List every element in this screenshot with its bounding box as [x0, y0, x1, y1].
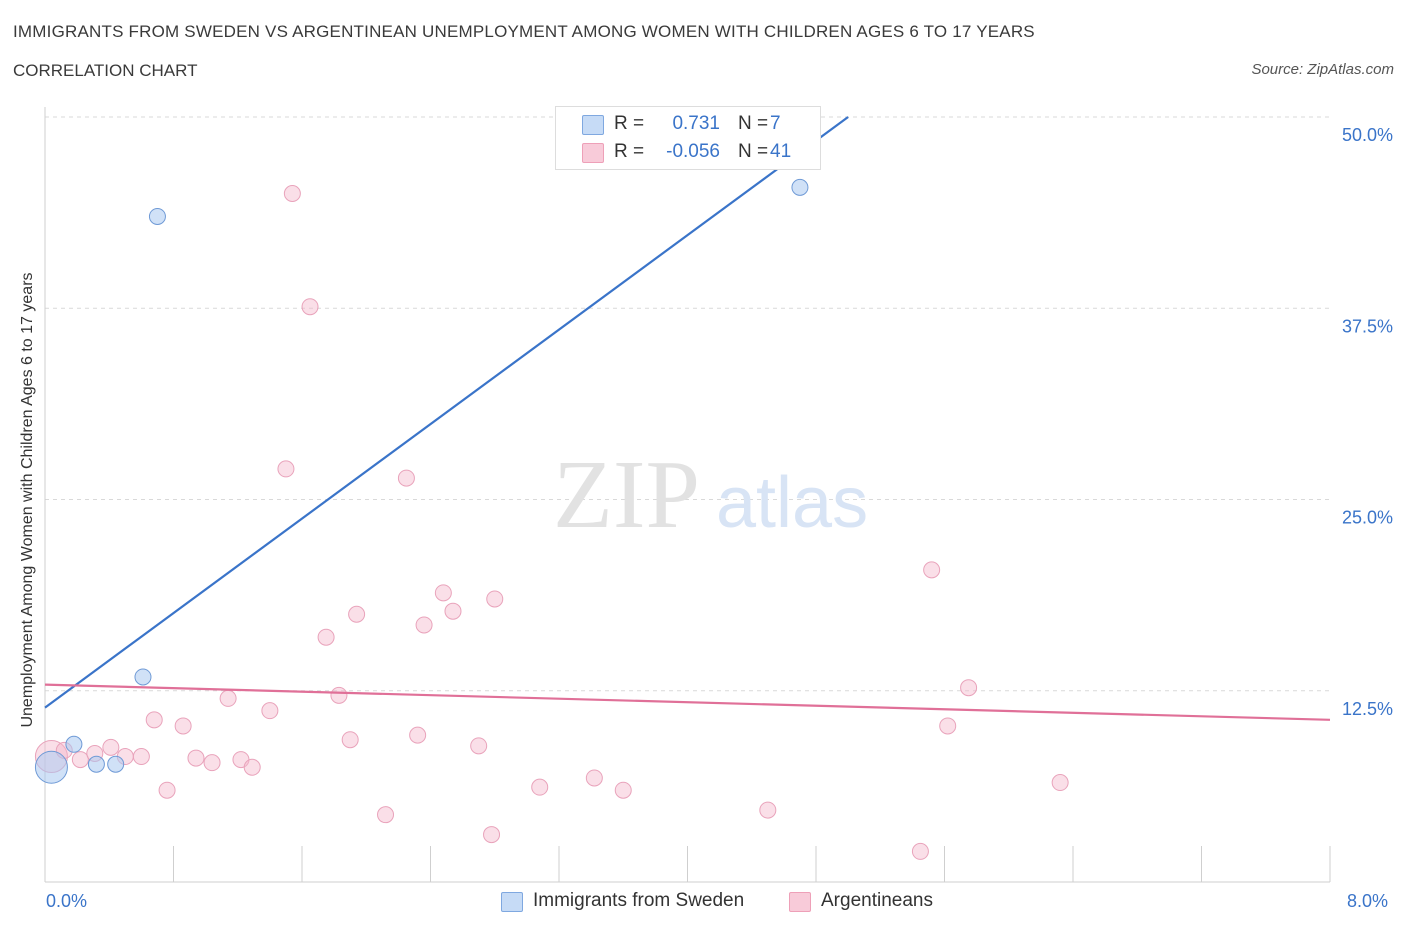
- legend-label-argentineans: Argentineans: [821, 890, 933, 911]
- argentinean-point: [187, 749, 205, 767]
- axes: [44, 107, 1331, 883]
- legend-row-argentineans: R = -0.056 N = 41: [556, 139, 820, 165]
- chart-title: IMMIGRANTS FROM SWEDEN VS ARGENTINEAN UN…: [13, 22, 1035, 41]
- argentinean-point: [301, 298, 319, 316]
- y-tick-labels: 12.5% 25.0% 37.5% 50.0%: [1342, 125, 1393, 719]
- argentinean-point: [317, 628, 335, 646]
- sweden-point: [65, 735, 83, 753]
- argentinean-point: [409, 726, 427, 744]
- n-value: 41: [770, 141, 792, 162]
- series-legend: Immigrants from Sweden Argentineans: [0, 888, 1406, 918]
- argentinean-point: [614, 781, 632, 799]
- n-value: 7: [770, 113, 781, 134]
- argentinean-point: [283, 185, 301, 202]
- sweden-point: [148, 207, 166, 225]
- watermark-atlas: atlas: [716, 463, 868, 543]
- argentinean-point: [470, 737, 488, 755]
- argentinean-point: [531, 778, 549, 796]
- argentinean-point: [261, 702, 279, 720]
- argentinean-point: [377, 806, 395, 824]
- x-tick-min: 0.0%: [46, 891, 88, 911]
- r-label: R =: [614, 113, 645, 134]
- y-tick-label: 50.0%: [1342, 125, 1393, 145]
- argentinean-point: [330, 686, 348, 704]
- legend-swatch-sweden: [501, 892, 523, 912]
- argentinean-point: [486, 590, 504, 608]
- argentinean-trend-line: [44, 683, 1331, 721]
- chart-subtitle: CORRELATION CHART: [13, 61, 198, 80]
- argentinean-point: [415, 616, 433, 634]
- r-label: R =: [614, 141, 645, 162]
- argentinean-point: [960, 679, 978, 697]
- y-tick-label: 12.5%: [1342, 699, 1393, 719]
- grid-lines: [45, 116, 1330, 692]
- sweden-point: [791, 178, 809, 196]
- argentinean-point: [203, 754, 221, 772]
- legend-swatch-argentineans: [789, 892, 811, 912]
- legend-row-sweden: R = 0.731 N = 7: [556, 111, 820, 137]
- legend-swatch-sweden: [582, 115, 604, 135]
- data-points: [34, 178, 1069, 860]
- argentinean-point: [759, 801, 777, 819]
- argentinean-point: [158, 781, 176, 799]
- argentinean-point: [923, 561, 941, 579]
- argentinean-point: [277, 460, 295, 478]
- correlation-legend: R = 0.731 N = 7 R = -0.056 N = 41: [555, 106, 821, 170]
- x-tick-max: 8.0%: [1347, 891, 1389, 911]
- argentinean-point: [174, 717, 192, 735]
- n-label: N =: [738, 113, 769, 134]
- argentinean-point: [1051, 774, 1069, 792]
- argentinean-point: [585, 769, 603, 787]
- legend-swatch-argentineans: [582, 143, 604, 163]
- sweden-point: [134, 668, 152, 686]
- argentinean-point: [911, 842, 929, 860]
- argentinean-point: [219, 689, 237, 707]
- argentinean-point: [132, 748, 150, 766]
- watermark: ZIP atlas: [553, 441, 868, 549]
- argentinean-point: [71, 751, 89, 769]
- y-axis-label: Unemployment Among Women with Children A…: [19, 272, 36, 728]
- sweden-point: [34, 750, 68, 784]
- argentinean-point: [444, 602, 462, 620]
- argentinean-point: [348, 605, 366, 623]
- argentinean-point: [243, 758, 261, 776]
- legend-label-sweden: Immigrants from Sweden: [533, 890, 745, 911]
- source-credit: Source: ZipAtlas.com: [1251, 61, 1394, 78]
- argentinean-point: [939, 717, 957, 735]
- argentinean-point: [483, 826, 501, 844]
- trend-lines: [44, 116, 1331, 721]
- argentinean-point: [145, 711, 163, 729]
- sweden-point: [107, 755, 125, 773]
- sweden-point: [87, 755, 105, 773]
- n-label: N =: [738, 141, 769, 162]
- y-tick-label: 37.5%: [1342, 316, 1393, 336]
- argentinean-point: [434, 584, 452, 602]
- r-value: -0.056: [666, 141, 720, 162]
- argentinean-point: [102, 738, 120, 756]
- argentinean-point: [397, 469, 415, 487]
- y-tick-label: 25.0%: [1342, 508, 1393, 528]
- r-value: 0.731: [672, 113, 720, 134]
- watermark-zip: ZIP: [553, 441, 700, 549]
- sweden-trend-line: [44, 116, 849, 709]
- argentinean-point: [341, 731, 359, 749]
